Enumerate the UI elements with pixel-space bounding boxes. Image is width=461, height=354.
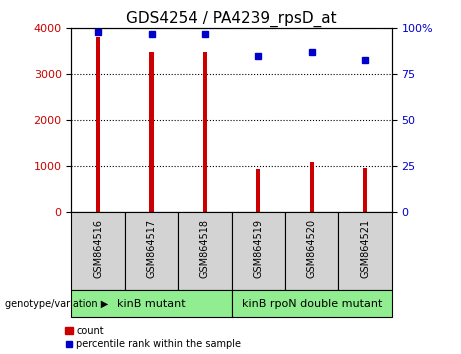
Bar [310, 162, 314, 212]
Bar [363, 168, 367, 212]
Text: kinB rpoN double mutant: kinB rpoN double mutant [242, 298, 382, 309]
Bar [71, 212, 125, 290]
Bar [203, 52, 207, 212]
Text: GSM864517: GSM864517 [147, 219, 157, 278]
Title: GDS4254 / PA4239_rpsD_at: GDS4254 / PA4239_rpsD_at [126, 11, 337, 27]
Bar [178, 212, 231, 290]
Bar [256, 169, 260, 212]
Bar [125, 212, 178, 290]
Text: GSM864519: GSM864519 [254, 219, 263, 278]
Bar [149, 52, 154, 212]
Bar [231, 290, 392, 317]
Text: genotype/variation ▶: genotype/variation ▶ [5, 298, 108, 309]
Text: GSM864521: GSM864521 [360, 219, 370, 278]
Text: kinB mutant: kinB mutant [117, 298, 186, 309]
Legend: count, percentile rank within the sample: count, percentile rank within the sample [65, 326, 242, 349]
Text: GSM864520: GSM864520 [307, 219, 317, 278]
Bar [231, 212, 285, 290]
Bar [96, 36, 100, 212]
Text: GSM864518: GSM864518 [200, 219, 210, 278]
Bar [71, 290, 231, 317]
Text: GSM864516: GSM864516 [93, 219, 103, 278]
Bar [285, 212, 338, 290]
Bar [338, 212, 392, 290]
